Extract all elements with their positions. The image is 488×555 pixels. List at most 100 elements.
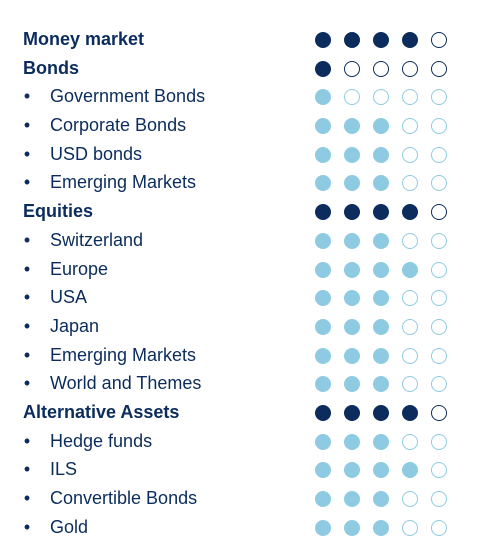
subcategory-label: Europe <box>50 258 109 279</box>
filled-dot-icon <box>315 175 331 192</box>
category-label: Money market <box>23 29 145 49</box>
empty-dot-icon <box>402 89 418 106</box>
subcategory-row: • USD bonds <box>0 140 488 169</box>
filled-dot-icon <box>373 462 389 479</box>
filled-dot-icon <box>402 462 418 479</box>
filled-dot-icon <box>373 347 389 364</box>
filled-dot-icon <box>315 32 331 48</box>
subcategory-row: • ILS <box>0 455 488 484</box>
filled-dot-icon <box>315 290 331 307</box>
filled-dot-icon <box>373 433 389 450</box>
bullet-icon: • <box>23 488 31 508</box>
bullet-icon: • <box>23 287 31 308</box>
filled-dot-icon <box>315 462 331 479</box>
subcategory-row: • Government Bonds <box>0 82 488 111</box>
category-label: Bonds <box>23 57 79 78</box>
filled-dot-icon <box>373 146 389 163</box>
filled-dot-icon <box>344 318 360 335</box>
empty-dot-icon <box>431 347 447 364</box>
filled-dot-icon <box>315 433 331 450</box>
empty-dot-icon <box>402 347 418 364</box>
bullet-icon: • <box>23 516 31 537</box>
category-label: Alternative Assets <box>23 401 180 422</box>
filled-dot-icon <box>315 347 331 364</box>
empty-dot-icon <box>402 60 418 77</box>
subcategory-row: • Corporate Bonds <box>0 111 488 140</box>
filled-dot-icon <box>402 204 418 221</box>
subcategory-row: • Emerging Markets <box>0 341 488 370</box>
bullet-icon: • <box>23 229 31 250</box>
subcategory-row: • Japan <box>0 312 488 341</box>
filled-dot-icon <box>344 146 360 163</box>
filled-dot-icon <box>344 290 360 307</box>
empty-dot-icon <box>431 433 447 450</box>
bullet-icon: • <box>23 258 31 279</box>
subcategory-label: World and Themes <box>50 373 202 394</box>
empty-dot-icon <box>431 60 447 77</box>
filled-dot-icon <box>344 261 360 278</box>
filled-dot-icon <box>373 175 389 192</box>
filled-dot-icon <box>344 32 360 48</box>
empty-dot-icon <box>431 204 447 221</box>
subcategory-label: Emerging Markets <box>50 172 197 193</box>
empty-dot-icon <box>431 89 447 106</box>
filled-dot-icon <box>315 146 331 163</box>
subcategory-row: • Emerging Markets <box>0 168 488 197</box>
subcategory-label: Emerging Markets <box>50 344 197 365</box>
filled-dot-icon <box>373 519 389 536</box>
empty-dot-icon <box>431 404 447 421</box>
subcategory-row: • Convertible Bonds <box>0 484 488 513</box>
filled-dot-icon <box>373 204 389 221</box>
empty-dot-icon <box>402 519 418 536</box>
bullet-icon: • <box>23 459 31 480</box>
empty-dot-icon <box>431 318 447 335</box>
empty-dot-icon <box>431 491 447 507</box>
filled-dot-icon <box>315 60 331 77</box>
empty-dot-icon <box>431 462 447 479</box>
subcategory-label: Japan <box>50 315 100 336</box>
filled-dot-icon <box>373 491 389 507</box>
subcategory-label: Gold <box>50 516 89 537</box>
bullet-icon: • <box>23 344 31 365</box>
empty-dot-icon <box>402 146 418 163</box>
empty-dot-icon <box>431 232 447 249</box>
empty-dot-icon <box>431 146 447 163</box>
subcategory-row: • Gold <box>0 513 488 542</box>
empty-dot-icon <box>373 60 389 77</box>
filled-dot-icon <box>402 261 418 278</box>
subcategory-label: Convertible Bonds <box>50 488 198 508</box>
filled-dot-icon <box>315 376 331 393</box>
category-label: Equities <box>23 201 94 222</box>
subcategory-row: • Europe <box>0 255 488 284</box>
category-row: Equities <box>0 197 488 226</box>
filled-dot-icon <box>315 318 331 335</box>
subcategory-label: ILS <box>50 459 78 480</box>
subcategory-label: USD bonds <box>50 143 143 164</box>
filled-dot-icon <box>344 232 360 249</box>
bullet-icon: • <box>23 315 31 336</box>
subcategory-label: Switzerland <box>50 229 144 250</box>
filled-dot-icon <box>373 232 389 249</box>
filled-dot-icon <box>402 32 418 48</box>
filled-dot-icon <box>315 232 331 249</box>
category-row: Bonds <box>0 54 488 83</box>
empty-dot-icon <box>402 433 418 450</box>
empty-dot-icon <box>431 519 447 536</box>
filled-dot-icon <box>344 462 360 479</box>
empty-dot-icon <box>344 60 360 77</box>
filled-dot-icon <box>315 204 331 221</box>
filled-dot-icon <box>344 118 360 135</box>
filled-dot-icon <box>373 376 389 393</box>
empty-dot-icon <box>431 175 447 192</box>
empty-dot-icon <box>431 376 447 393</box>
filled-dot-icon <box>373 318 389 335</box>
empty-dot-icon <box>431 290 447 307</box>
category-row: Money market <box>0 25 488 54</box>
empty-dot-icon <box>402 175 418 192</box>
empty-dot-icon <box>402 290 418 307</box>
filled-dot-icon <box>373 118 389 135</box>
empty-dot-icon <box>402 491 418 507</box>
empty-dot-icon <box>431 261 447 278</box>
empty-dot-icon <box>402 232 418 249</box>
filled-dot-icon <box>344 404 360 421</box>
